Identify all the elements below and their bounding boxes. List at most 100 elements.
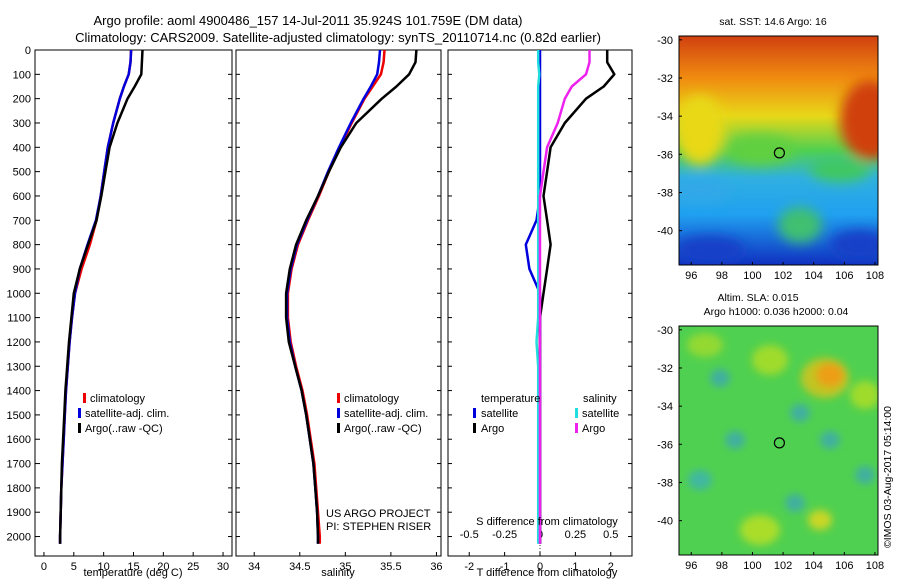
depth-tick-label: 500 bbox=[13, 167, 31, 179]
sst-map-title: sat. SST: 14.6 Argo: 16 bbox=[719, 16, 827, 28]
depth-tick-label: 300 bbox=[13, 118, 31, 130]
legend-label-climatology: climatology bbox=[90, 393, 146, 405]
sla-map-axes: 96 98 100 102 104 106 108 -30 -32 -34 -36 -38 -40 bbox=[657, 325, 884, 572]
map-lat-tick-label: -38 bbox=[657, 187, 673, 199]
depth-tick-label: 100 bbox=[13, 69, 31, 81]
top-x-tick-label: -0.25 bbox=[492, 529, 517, 541]
legend-swatch-climatology bbox=[337, 393, 340, 403]
sla-heatmap bbox=[679, 326, 878, 555]
depth-tick-label: 1900 bbox=[7, 507, 31, 519]
sst-map-frame bbox=[678, 35, 879, 266]
legend-swatch-climatology bbox=[83, 393, 86, 403]
legend-label-climatology: climatology bbox=[344, 393, 400, 405]
x-tick-label: 36 bbox=[430, 561, 442, 573]
sst-argo-location-marker bbox=[773, 147, 786, 159]
map-lat-tick-label: -40 bbox=[657, 226, 673, 238]
top-x-tick-label: -0.5 bbox=[460, 529, 479, 541]
legend-swatch-t-satellite bbox=[473, 408, 476, 418]
depth-tick-label: 1300 bbox=[7, 361, 31, 373]
x-tick-label: 15 bbox=[127, 561, 139, 573]
x-tick-label: 20 bbox=[157, 561, 169, 573]
depth-tick-label: 800 bbox=[13, 240, 31, 252]
series-line-temperature-argo bbox=[538, 50, 616, 544]
legend-swatch-t-argo bbox=[473, 423, 476, 433]
temperature-plot: 0 5 10 15 20 25 30 bbox=[41, 49, 232, 573]
imos-watermark: ©IMOS 03-Aug-2017 05:14:00 bbox=[882, 406, 894, 548]
depth-tick-label: 1100 bbox=[7, 313, 31, 325]
legend-swatch-satellite bbox=[78, 408, 81, 418]
sla-map-title-line1: Altim. SLA: 0.015 bbox=[717, 292, 798, 304]
legend-label-t-argo: Argo bbox=[481, 423, 504, 435]
x-tick-label: 0 bbox=[537, 561, 543, 573]
temperature-plot-frame bbox=[34, 49, 233, 557]
x-tick-label: -1 bbox=[500, 561, 510, 573]
depth-tick-label: 1800 bbox=[7, 483, 31, 495]
legend-label-satellite: satellite-adj. clim. bbox=[344, 408, 428, 420]
map-lon-tick-label: 98 bbox=[716, 560, 728, 572]
s-difference-axis-label: S difference from climatology bbox=[476, 516, 618, 528]
difference-plot: -2 -1 0 1 2-0.5 -0.25 0 0.25 0.5 bbox=[448, 49, 632, 573]
map-lon-tick-label: 104 bbox=[805, 560, 823, 572]
x-tick-label: 5 bbox=[71, 561, 77, 573]
depth-tick-label: 200 bbox=[13, 94, 31, 106]
map-lon-tick-label: 102 bbox=[774, 270, 792, 282]
map-lon-tick-label: 104 bbox=[805, 270, 823, 282]
x-tick-label: 25 bbox=[187, 561, 199, 573]
sla-argo-location-marker bbox=[773, 437, 786, 449]
salinity-plot-frame bbox=[235, 49, 442, 557]
depth-tick-label: 1700 bbox=[7, 459, 31, 471]
series-line-satellite-adj-clim bbox=[285, 49, 382, 544]
x-tick-label: 0 bbox=[41, 561, 47, 573]
map-lat-tick-label: -30 bbox=[657, 325, 673, 337]
series-line-climatology bbox=[58, 49, 133, 544]
map-lon-tick-label: 96 bbox=[685, 270, 697, 282]
legend-label-satellite: satellite-adj. clim. bbox=[85, 408, 169, 420]
map-lon-tick-label: 98 bbox=[716, 270, 728, 282]
legend-title-salinity: salinity bbox=[583, 393, 617, 405]
salinity-legend: climatology satellite-adj. clim. Argo(..… bbox=[326, 393, 431, 533]
legend-swatch-argo bbox=[337, 423, 340, 433]
project-annotation: US ARGO PROJECT bbox=[326, 508, 431, 520]
depth-tick-label: 1600 bbox=[7, 434, 31, 446]
map-lon-tick-label: 108 bbox=[866, 560, 884, 572]
sla-map-frame bbox=[678, 325, 879, 556]
series-line-satellite-adj-clim bbox=[58, 49, 133, 544]
x-tick-label: 34 bbox=[248, 561, 260, 573]
x-tick-label: 35 bbox=[339, 561, 351, 573]
x-tick-label: 35.5 bbox=[380, 561, 401, 573]
depth-tick-label: 700 bbox=[13, 215, 31, 227]
legend-label-argo: Argo(..raw -QC) bbox=[344, 423, 422, 435]
legend-swatch-s-argo bbox=[575, 423, 578, 433]
legend-swatch-argo bbox=[78, 423, 81, 433]
temperature-legend: climatology satellite-adj. clim. Argo(..… bbox=[78, 393, 169, 435]
map-lat-tick-label: -38 bbox=[657, 477, 673, 489]
sst-map-axes: 96 98 100 102 104 106 108 -30 -32 -34 -36 -38 -40 bbox=[657, 35, 884, 282]
x-tick-label: 1 bbox=[572, 561, 578, 573]
map-lon-tick-label: 100 bbox=[743, 270, 761, 282]
legend-label-t-satellite: satellite bbox=[481, 408, 518, 420]
map-lat-tick-label: -36 bbox=[657, 149, 673, 161]
legend-label-s-argo: Argo bbox=[582, 423, 605, 435]
difference-legend: temperature salinity satellite Argo sate… bbox=[473, 393, 619, 435]
map-lon-tick-label: 102 bbox=[774, 560, 792, 572]
x-tick-label: 34.5 bbox=[289, 561, 310, 573]
figure-title-line2: Climatology: CARS2009. Satellite-adjuste… bbox=[75, 30, 601, 45]
depth-tick-label: 2000 bbox=[7, 532, 31, 544]
map-lat-tick-label: -36 bbox=[657, 439, 673, 451]
depth-tick-label: 1400 bbox=[7, 386, 31, 398]
map-lon-tick-label: 100 bbox=[743, 560, 761, 572]
map-lat-tick-label: -32 bbox=[657, 73, 673, 85]
salinity-plot: 34 34.5 35 35.5 36 bbox=[236, 49, 443, 573]
series-line-argo-raw-qc bbox=[58, 49, 144, 544]
series-line-salinity-argo bbox=[538, 50, 591, 544]
legend-label-s-satellite: satellite bbox=[582, 408, 619, 420]
map-lat-tick-label: -34 bbox=[657, 401, 673, 413]
pi-annotation: PI: STEPHEN RISER bbox=[326, 521, 431, 533]
sla-map-title-line2: Argo h1000: 0.036 h2000: 0.04 bbox=[704, 306, 849, 318]
depth-axis: 0 100 200 300 400 500 600 700 800 900 1000 1100 1200… bbox=[7, 45, 40, 544]
sst-heatmap bbox=[679, 36, 878, 265]
map-lat-tick-label: -40 bbox=[657, 516, 673, 528]
map-lat-tick-label: -30 bbox=[657, 35, 673, 47]
legend-label-argo: Argo(..raw -QC) bbox=[85, 423, 163, 435]
